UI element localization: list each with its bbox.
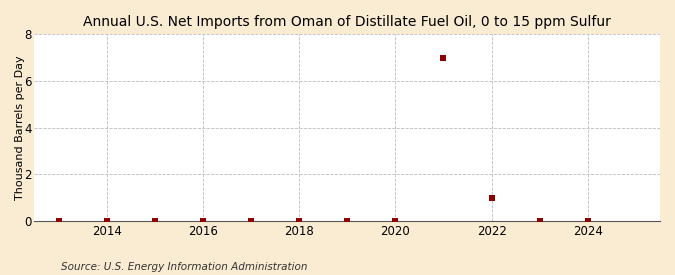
Point <box>246 219 256 223</box>
Y-axis label: Thousand Barrels per Day: Thousand Barrels per Day <box>15 55 25 200</box>
Point <box>342 219 352 223</box>
Title: Annual U.S. Net Imports from Oman of Distillate Fuel Oil, 0 to 15 ppm Sulfur: Annual U.S. Net Imports from Oman of Dis… <box>83 15 611 29</box>
Point <box>149 219 160 223</box>
Point <box>438 56 449 60</box>
Point <box>198 219 209 223</box>
Point <box>535 219 545 223</box>
Point <box>53 219 64 223</box>
Text: Source: U.S. Energy Information Administration: Source: U.S. Energy Information Administ… <box>61 262 307 272</box>
Point <box>390 219 401 223</box>
Point <box>101 219 112 223</box>
Point <box>294 219 304 223</box>
Point <box>583 219 593 223</box>
Point <box>486 195 497 200</box>
